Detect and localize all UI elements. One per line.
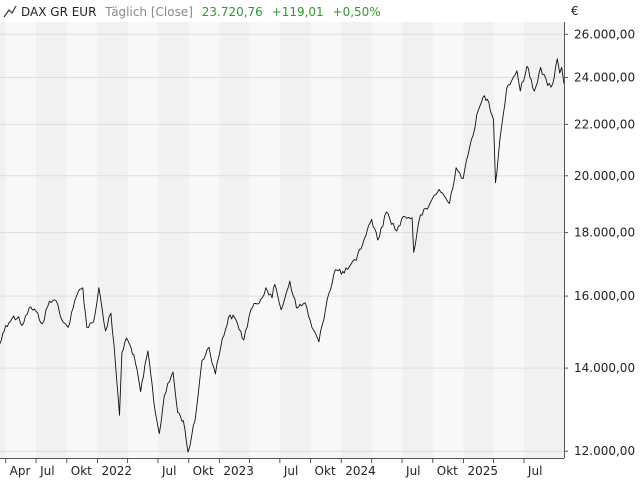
- series-layer: [0, 58, 565, 453]
- plot-frame: [0, 22, 565, 459]
- x-tick-label: Jul: [283, 464, 298, 478]
- y-axis: 12.000,00 14.000,00 16.000,00 18.000,00 20.0…: [564, 27, 635, 458]
- x-band: [279, 22, 311, 458]
- x-band: [341, 22, 372, 458]
- x-tick-label: Okt: [193, 464, 214, 478]
- x-tick-label: Jul: [527, 464, 542, 478]
- y-tick-label: 14.000,00: [574, 361, 635, 375]
- chart-header: DAX GR EUR Täglich [Close] 23.720,76 +11…: [3, 5, 381, 19]
- x-tick-label: Okt: [437, 464, 458, 478]
- x-band: [157, 22, 189, 458]
- x-tick-label: 2024: [345, 464, 376, 478]
- x-tick-label: Jul: [39, 464, 54, 478]
- price-change-pct: +0,50%: [333, 5, 381, 19]
- y-tick-label: 12.000,00: [574, 444, 635, 458]
- y-tick-label: 24.000,00: [574, 70, 635, 84]
- x-tick-label: Okt: [315, 464, 336, 478]
- y-tick-label: 22.000,00: [574, 117, 635, 131]
- y-tick-label: 16.000,00: [574, 289, 635, 303]
- instrument-name: DAX GR EUR: [21, 5, 96, 19]
- x-tick-label: 2025: [467, 464, 498, 478]
- line-chart-icon: [3, 5, 17, 18]
- svg-text:DAX GR EUR Täglich [Clos: DAX GR EUR Täglich [Close] 23.720,76 +11…: [21, 5, 381, 19]
- price-line: [0, 58, 565, 453]
- chart-mode: Täglich [Close]: [104, 5, 193, 19]
- x-axis: Apr Jul Okt 2022 Jul Okt 2023 Jul Okt 2024 Jul Okt 2…: [5, 458, 542, 478]
- x-tick-label: Jul: [161, 464, 176, 478]
- x-tick-label: 2022: [102, 464, 133, 478]
- x-band: [97, 22, 128, 458]
- x-tick-label: Okt: [71, 464, 92, 478]
- x-tick-label: Apr: [10, 464, 31, 478]
- x-tick-label: Jul: [405, 464, 420, 478]
- x-band: [523, 22, 564, 458]
- x-tick-label: 2023: [223, 464, 254, 478]
- x-bands: [0, 22, 564, 458]
- grid-lines: [0, 33, 564, 452]
- x-band: [463, 22, 494, 458]
- price-change: +119,01: [272, 5, 324, 19]
- x-band: [36, 22, 67, 458]
- currency-label: €: [571, 4, 579, 18]
- y-tick-label: 26.000,00: [574, 27, 635, 41]
- y-tick-label: 18.000,00: [574, 226, 635, 240]
- x-band: [0, 22, 6, 458]
- y-tick-label: 20.000,00: [574, 169, 635, 183]
- x-band: [402, 22, 433, 458]
- last-price: 23.720,76: [202, 5, 263, 19]
- x-band: [219, 22, 250, 458]
